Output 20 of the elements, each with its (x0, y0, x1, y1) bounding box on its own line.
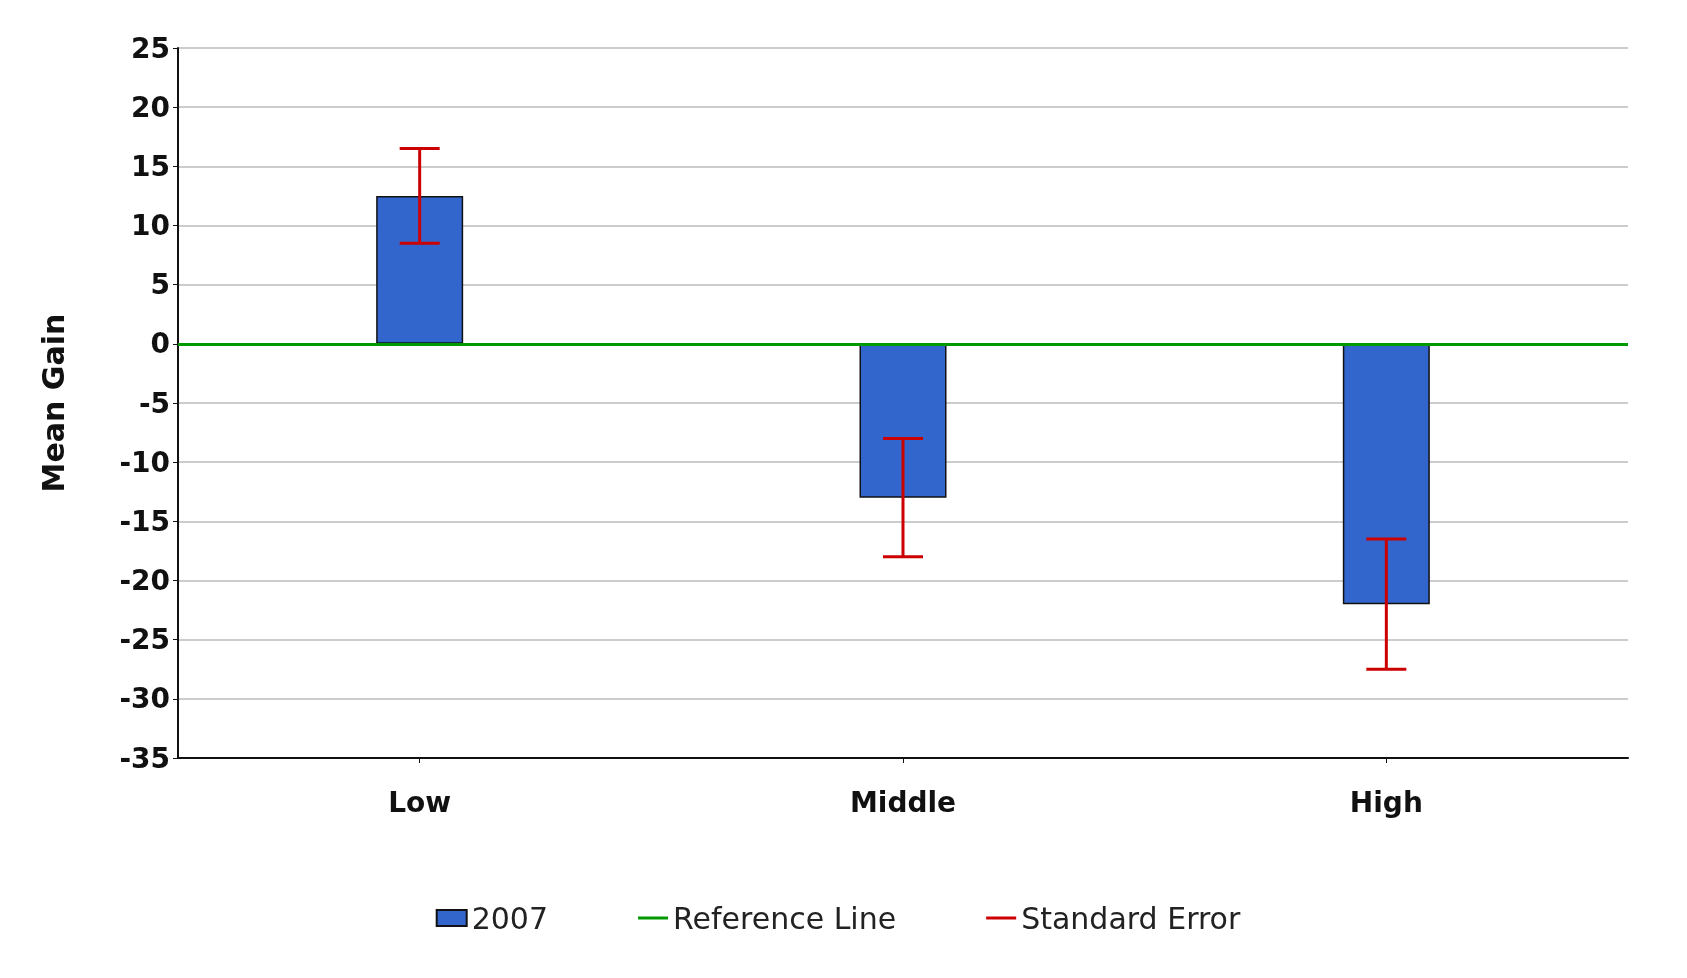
text: Standard Error (1021, 900, 1241, 936)
y-tick-label: -30 (119, 682, 170, 716)
legend-label: Reference Line (673, 900, 897, 936)
legend-label: 2007 (471, 900, 549, 936)
y-tick-label: -15 (119, 504, 170, 538)
y-tick-label: -20 (119, 564, 170, 597)
y-tick-label: 0 (150, 327, 170, 361)
y-tick-label: 20 (131, 90, 170, 124)
y-tick-label: -35 (119, 741, 170, 775)
y-tick-label: -5 (138, 386, 170, 420)
y-tick-label: 25 (131, 31, 170, 65)
y-tick-label: -10 (119, 445, 170, 479)
x-tick-label: Middle (849, 785, 957, 819)
x-tick-label: High (1349, 785, 1423, 819)
y-tick-label: 10 (131, 209, 170, 242)
x-tick-label: Low (388, 785, 452, 819)
y-tick-label: -25 (119, 623, 170, 657)
y-tick-label: 5 (150, 268, 170, 302)
y-axis-title: Mean Gain (35, 313, 71, 493)
y-tick-label: 15 (131, 149, 170, 183)
